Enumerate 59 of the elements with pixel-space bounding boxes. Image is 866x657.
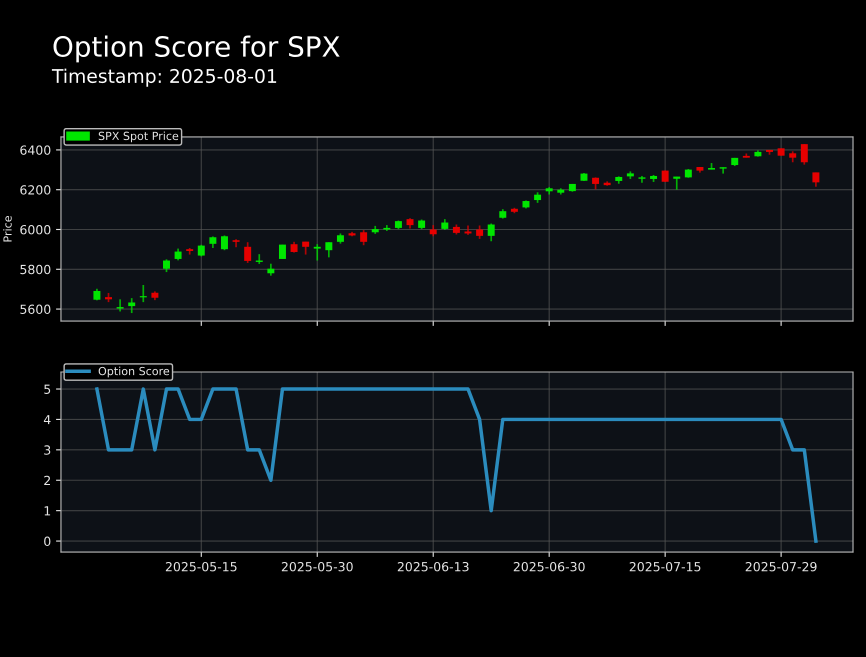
chart-subtitle: Timestamp: 2025-08-01 (52, 68, 276, 87)
candlestick (221, 234, 228, 252)
candlestick (673, 176, 680, 191)
x-tick-label: 2025-07-29 (746, 562, 817, 572)
candlestick (209, 236, 216, 249)
line-series (95, 387, 818, 543)
y-tick-label: 0 (44, 536, 50, 546)
candlestick (812, 172, 820, 188)
candlestick (360, 229, 368, 246)
y-tick-label: 6000 (20, 224, 50, 234)
candlestick (163, 258, 170, 273)
candlestick (93, 288, 100, 302)
x-tick-label: 2025-06-30 (514, 562, 585, 572)
candlestick (256, 253, 263, 265)
y-tick-label: 5 (44, 384, 50, 394)
candlestick (464, 224, 472, 236)
candlestick (534, 191, 542, 204)
candlestick (476, 224, 484, 240)
y-tick-label: 4 (44, 415, 51, 424)
x-tick-label: 2025-06-13 (398, 562, 469, 572)
candlestick (105, 292, 112, 303)
candlestick (232, 238, 240, 248)
candlestick (267, 262, 274, 276)
candlestick (488, 222, 495, 242)
y-tick-label: 2 (44, 476, 50, 485)
candlestick (325, 241, 332, 258)
candlestick (302, 240, 310, 256)
y-tick-label: 6400 (20, 145, 50, 155)
candlestick (418, 218, 426, 230)
candlestick (128, 297, 136, 314)
y-tick-label: 6200 (20, 185, 50, 195)
candlestick (198, 244, 205, 258)
candlestick (244, 241, 252, 264)
chart-title: Option Score for SPX (54, 36, 340, 62)
candlestick (278, 244, 286, 260)
candlestick (789, 150, 796, 164)
legend-label: Option Score (98, 366, 170, 378)
y-tick-label: 5800 (20, 264, 50, 274)
x-tick-label: 2025-07-15 (630, 562, 700, 572)
candlestick (140, 284, 147, 303)
candlestick (499, 208, 506, 220)
candlestick (290, 240, 298, 254)
candlestick (174, 248, 182, 262)
legend-label: SPX Spot Price (98, 131, 178, 142)
x-tick-label: 2025-05-30 (282, 562, 353, 572)
x-tick-label: 2025-05-15 (166, 562, 237, 572)
y-tick-label: 1 (44, 506, 50, 516)
candlestick (430, 224, 437, 238)
candlestick (452, 224, 460, 236)
candlestick (592, 176, 600, 190)
candlestick (708, 162, 716, 170)
candlestick (406, 217, 414, 230)
y-tick-label: 3 (44, 445, 50, 455)
y-tick-label: 5600 (20, 304, 50, 314)
candlestick (116, 298, 124, 312)
candlestick (336, 232, 344, 244)
candlestick (800, 143, 808, 166)
candlestick (441, 218, 448, 231)
y-axis-title: Price (3, 216, 12, 242)
